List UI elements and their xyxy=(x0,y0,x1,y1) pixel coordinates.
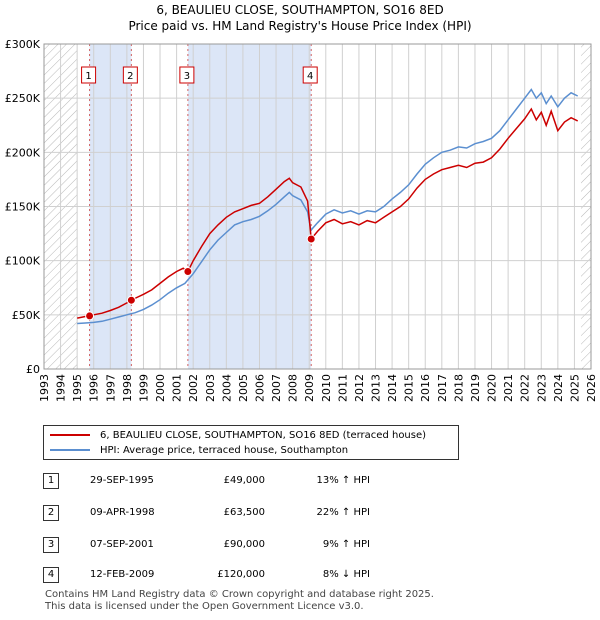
sale-point xyxy=(126,295,136,305)
transaction-hpi: 9% ↑ HPI xyxy=(322,539,370,550)
x-tick-label: 1997 xyxy=(104,374,117,402)
sale-point xyxy=(85,311,95,321)
transaction-price: £120,000 xyxy=(217,569,265,580)
x-tick-label: 2016 xyxy=(419,374,432,402)
y-tick-label: £200K xyxy=(5,146,41,159)
transaction-date: 07-SEP-2001 xyxy=(90,539,154,550)
sale-label-text: 3 xyxy=(184,71,190,82)
y-tick-label: £250K xyxy=(5,92,41,105)
x-tick-label: 2004 xyxy=(220,374,233,402)
x-tick-label: 2020 xyxy=(486,374,499,402)
sale-label-text: 2 xyxy=(127,71,133,82)
sale-points xyxy=(85,234,316,321)
x-tick-label: 2002 xyxy=(187,374,200,402)
property-price-line xyxy=(77,107,579,319)
sale-label-text: 1 xyxy=(85,71,91,82)
sale-label-box xyxy=(81,66,97,84)
x-tick-label: 2022 xyxy=(519,374,532,402)
footer-copyright: Contains HM Land Registry data © Crown c… xyxy=(45,589,434,600)
x-tick-label: 2003 xyxy=(204,374,217,402)
series-lines xyxy=(77,88,579,325)
x-tick-label: 2021 xyxy=(502,374,515,402)
transaction-date: 12-FEB-2009 xyxy=(90,569,155,580)
x-tick-label: 2013 xyxy=(370,374,383,402)
transaction-hpi: 22% ↑ HPI xyxy=(316,507,370,518)
transaction-number: 4 xyxy=(43,567,59,583)
x-tick-label: 2025 xyxy=(568,374,581,402)
sale-label-text: 4 xyxy=(307,71,313,82)
transaction-number: 1 xyxy=(43,473,59,489)
x-tick-label: 2000 xyxy=(154,374,167,402)
transaction-date: 29-SEP-1995 xyxy=(90,475,154,486)
chart-subtitle: Price paid vs. HM Land Registry's House … xyxy=(128,19,472,33)
transaction-hpi: 13% ↑ HPI xyxy=(316,475,370,486)
x-tick-label: 2007 xyxy=(270,374,283,402)
legend-swatch-hpi xyxy=(50,449,90,451)
y-tick-label: £50K xyxy=(12,309,41,322)
x-tick-label: 2024 xyxy=(552,374,565,402)
x-tick-label: 2019 xyxy=(469,374,482,402)
x-tick-label: 2009 xyxy=(303,374,316,402)
x-tick-label: 2015 xyxy=(403,374,416,402)
transaction-number: 3 xyxy=(43,537,59,553)
transaction-date: 09-APR-1998 xyxy=(90,507,155,518)
legend-label-property: 6, BEAULIEU CLOSE, SOUTHAMPTON, SO16 8ED… xyxy=(100,430,427,441)
x-tick-label: 2006 xyxy=(253,374,266,402)
sale-label-box xyxy=(302,66,318,84)
legend-item-hpi: HPI: Average price, terraced house, Sout… xyxy=(50,444,348,458)
x-tick-label: 1998 xyxy=(121,374,134,402)
x-tick-label: 1995 xyxy=(71,374,84,402)
sale-label-box xyxy=(179,66,195,84)
transaction-price: £49,000 xyxy=(223,475,265,486)
chart-title: 6, BEAULIEU CLOSE, SOUTHAMPTON, SO16 8ED xyxy=(156,3,444,17)
transaction-price: £90,000 xyxy=(223,539,265,550)
sale-point xyxy=(183,267,193,276)
y-tick-label: £300K xyxy=(5,38,41,51)
x-axis-ticks: 1993 1994 1995 1996 1997 1998 1999 2000 2001 2002… xyxy=(38,374,598,402)
x-tick-label: 2023 xyxy=(535,374,548,402)
y-tick-label: £100K xyxy=(5,255,41,268)
price-chart: 1 2 3 4 £0 £50K £100K £150K £200K £250K £300K 199… xyxy=(5,38,598,402)
y-tick-label: £0 xyxy=(26,363,40,376)
sale-labels: 1 2 3 4 xyxy=(81,66,318,84)
x-tick-label: 2005 xyxy=(237,374,250,402)
x-tick-label: 1999 xyxy=(137,374,150,402)
x-tick-label: 2001 xyxy=(171,374,184,402)
y-axis-ticks: £0 £50K £100K £150K £200K £250K £300K xyxy=(5,38,41,376)
sale-label-box xyxy=(122,66,138,84)
transaction-price: £63,500 xyxy=(223,507,265,518)
x-tick-label: 2014 xyxy=(386,374,399,402)
hpi-line xyxy=(77,88,579,325)
legend-swatch-property xyxy=(50,434,90,436)
x-tick-label: 1994 xyxy=(55,374,68,402)
x-tick-label: 2011 xyxy=(336,374,349,402)
footer-license: This data is licensed under the Open Gov… xyxy=(45,601,364,612)
x-tick-label: 2018 xyxy=(452,374,465,402)
legend: 6, BEAULIEU CLOSE, SOUTHAMPTON, SO16 8ED… xyxy=(43,425,459,460)
legend-label-hpi: HPI: Average price, terraced house, Sout… xyxy=(100,445,349,456)
sale-point xyxy=(306,234,316,244)
plot-frame xyxy=(43,43,592,370)
y-tick-label: £150K xyxy=(5,201,41,214)
transaction-number: 2 xyxy=(43,505,59,521)
x-tick-label: 1993 xyxy=(38,374,51,402)
x-tick-label: 1996 xyxy=(88,374,101,402)
x-tick-label: 2017 xyxy=(436,374,449,402)
x-tick-label: 2010 xyxy=(320,374,333,402)
x-tick-label: 2008 xyxy=(287,374,300,402)
x-tick-label: 2012 xyxy=(353,374,366,402)
legend-item-property: 6, BEAULIEU CLOSE, SOUTHAMPTON, SO16 8ED… xyxy=(50,429,426,443)
x-tick-label: 2026 xyxy=(585,374,598,402)
transaction-hpi: 8% ↓ HPI xyxy=(322,569,370,580)
